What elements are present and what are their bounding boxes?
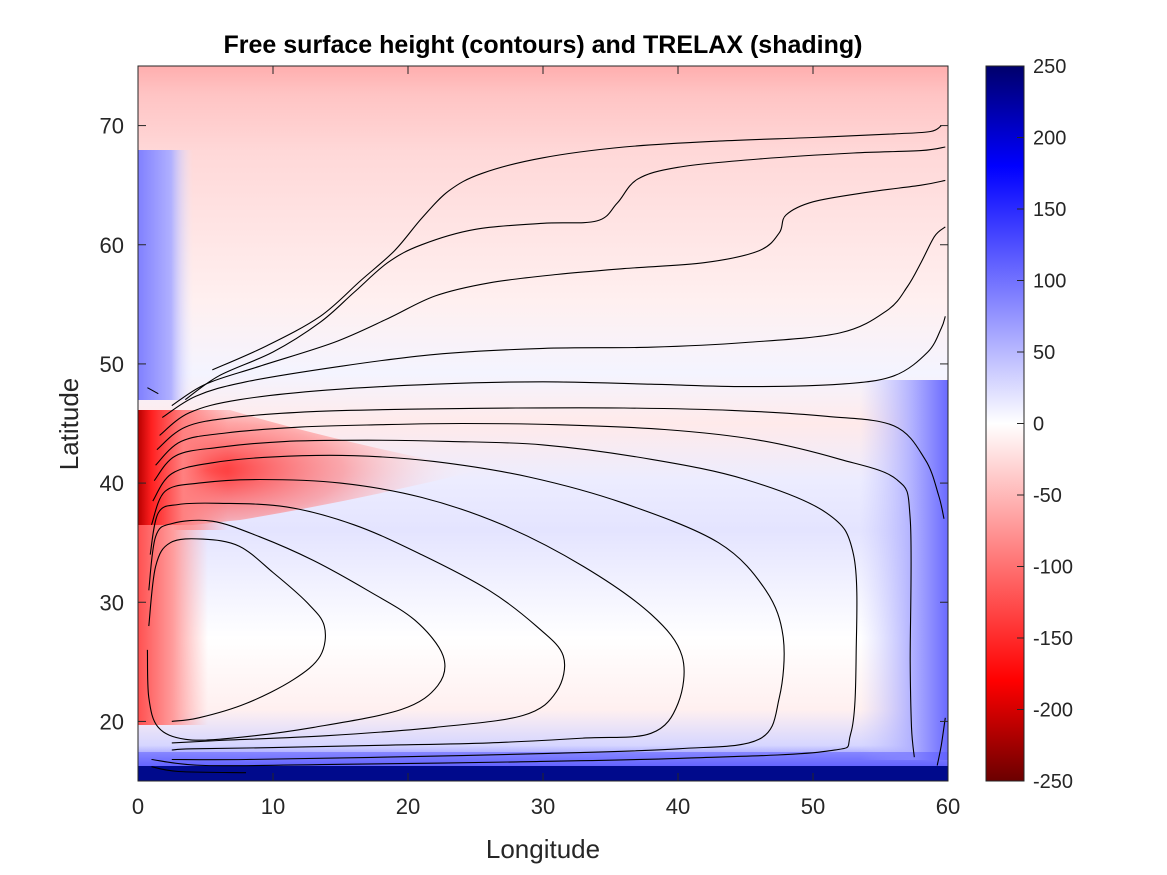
x-axis-title: Longitude [486,834,600,864]
colorbar-tick-label: -50 [1033,485,1062,507]
shading-field [138,66,948,781]
chart-title: Free surface height (contours) and TRELA… [224,31,863,59]
colorbar-tick-label: -250 [1033,771,1073,793]
contour-line [151,439,858,767]
colorbar-tick-label: -200 [1033,700,1073,722]
shading-west-red [138,410,228,530]
contour-line [162,226,946,418]
colorbar-tick-label: 150 [1033,199,1066,221]
x-tick-label: 60 [936,794,960,819]
contour-lines [146,125,946,774]
x-tick-label: 20 [396,794,420,819]
contour-line [150,478,685,751]
contour-line [156,407,945,519]
colorbar-ticks: 250 200 150 100 50 0 -50 -100 -150 -200 -250 [1017,56,1073,793]
y-tick-label: 60 [100,233,124,258]
y-axis-title: Latitude [54,378,84,471]
contour-line [149,502,566,744]
contour-line [936,717,946,766]
y-tick-label: 50 [100,352,124,377]
colorbar: 250 200 150 100 50 0 -50 -100 -150 -200 -250 [985,56,1073,793]
y-tick-label: 30 [100,590,124,615]
shading-west-red-south [138,525,208,725]
contour-line [171,179,946,407]
colorbar-tick-label: 50 [1033,342,1055,364]
contour-line [147,387,159,395]
contour-line [184,146,946,401]
contour-line [212,125,942,371]
y-tick-label: 70 [100,114,124,139]
contour-line [152,454,785,761]
y-tick-label: 20 [100,709,124,734]
colorbar-tick-label: 250 [1033,56,1066,78]
shading-west-blue [138,150,193,400]
colorbar-tick-label: -150 [1033,628,1073,650]
contour-line [148,538,326,722]
x-tick-label: 0 [132,794,144,819]
x-axis: 0 10 20 30 40 50 60 [132,66,960,819]
colorbar-tick-label: 0 [1033,414,1044,436]
y-tick-label: 40 [100,471,124,496]
shading-east-blue [860,380,948,760]
contour-line [155,422,915,758]
contour-line [146,519,446,741]
contour-line [159,316,946,436]
colorbar-tick-label: 100 [1033,271,1066,293]
x-tick-label: 30 [531,794,555,819]
y-axis: 20 30 40 50 60 70 [100,114,948,734]
x-tick-label: 10 [261,794,285,819]
colorbar-tick-label: -100 [1033,557,1073,579]
colorbar-tick-label: 200 [1033,128,1066,150]
shading-south-band [138,752,948,766]
x-tick-label: 50 [801,794,825,819]
x-tick-label: 40 [666,794,690,819]
contour-line [151,766,247,774]
